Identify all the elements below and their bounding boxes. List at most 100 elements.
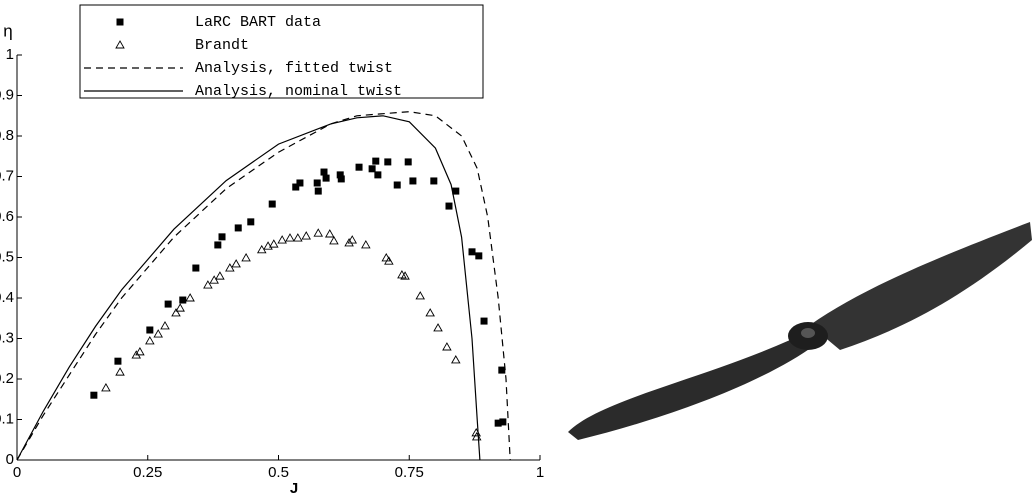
data-point (146, 326, 154, 334)
data-point (135, 346, 145, 356)
data-point (400, 271, 410, 280)
legend-symbol (115, 40, 125, 49)
data-point (404, 158, 412, 166)
data-point (451, 355, 461, 364)
data-point (101, 383, 111, 392)
data-point (494, 419, 502, 427)
data-point (285, 233, 295, 242)
y-tick-label: 0.8 (0, 127, 14, 144)
data-point (337, 175, 345, 183)
data-point (164, 300, 172, 308)
data-point (241, 252, 251, 262)
data-point (114, 357, 122, 365)
data-point (90, 391, 98, 399)
y-tick-label: 1 (6, 46, 14, 63)
data-point (296, 179, 304, 187)
data-point (336, 171, 344, 179)
data-point (393, 181, 401, 189)
data-point (445, 202, 453, 210)
data-point (409, 177, 417, 185)
data-point (203, 280, 213, 289)
legend-label: Analysis, fitted twist (195, 60, 393, 77)
data-point (368, 165, 376, 173)
data-point (468, 248, 476, 256)
data-point (192, 264, 200, 272)
blade-left (568, 330, 815, 440)
data-point (115, 367, 125, 376)
series-line (16, 115, 481, 461)
data-point (344, 238, 354, 247)
x-axis-label: J (290, 480, 298, 497)
x-tick-label: 0.75 (395, 464, 424, 481)
data-point (372, 157, 380, 165)
y-tick-label: 0.6 (0, 208, 14, 225)
x-tick-label: 1 (536, 464, 544, 481)
data-point (247, 218, 255, 226)
data-point (179, 296, 187, 304)
data-point (471, 427, 481, 437)
propeller-photo (568, 222, 1032, 440)
legend-label: Analysis, nominal twist (195, 83, 402, 100)
data-point (313, 228, 324, 237)
y-tick-label: 0.3 (0, 329, 14, 346)
data-point (145, 336, 155, 345)
data-point (442, 342, 452, 351)
data-point (384, 256, 394, 265)
legend-symbol (116, 18, 124, 26)
y-tick-label: 0.1 (0, 410, 14, 427)
data-point (320, 168, 328, 176)
data-point (324, 229, 335, 238)
x-tick-label: 0.25 (133, 464, 162, 481)
y-tick-label: 0.7 (0, 167, 14, 184)
y-tick-label: 0.4 (0, 289, 14, 306)
data-point (218, 233, 226, 241)
y-axis-label: η (3, 21, 12, 40)
legend-label: Brandt (195, 37, 249, 54)
y-tick-label: 0.9 (0, 86, 14, 103)
data-point (215, 271, 225, 280)
data-point (415, 291, 426, 300)
data-point (433, 323, 443, 332)
data-point (269, 239, 279, 248)
data-point (329, 235, 339, 245)
data-point (374, 171, 382, 179)
data-point (361, 240, 371, 249)
data-point (214, 241, 222, 249)
y-tick-label: 0.2 (0, 370, 14, 387)
data-point (301, 231, 311, 240)
data-point (268, 200, 276, 208)
data-point (499, 418, 507, 426)
data-point (234, 224, 242, 232)
data-point (313, 179, 321, 187)
blade-right (810, 222, 1032, 350)
legend-box (79, 4, 484, 99)
hub-hole (801, 328, 815, 338)
data-point (175, 303, 185, 312)
data-point (425, 308, 435, 317)
data-point (347, 235, 358, 244)
y-tick-label: 0.5 (0, 248, 14, 265)
data-point (430, 177, 438, 185)
data-point (498, 366, 506, 374)
data-point (160, 321, 170, 330)
data-point (292, 183, 300, 191)
legend-label: LaRC BART data (195, 14, 321, 31)
y-tick-label: 0 (6, 451, 14, 468)
data-point (209, 275, 219, 284)
data-point (480, 317, 488, 325)
data-point (153, 329, 163, 338)
series-line (16, 111, 511, 461)
data-point (293, 233, 303, 242)
data-point (384, 158, 392, 166)
data-point (314, 187, 322, 195)
data-point (322, 174, 330, 182)
data-point (225, 263, 235, 272)
data-point (277, 235, 287, 244)
x-tick-label: 0.5 (268, 464, 289, 481)
data-point (263, 241, 273, 250)
data-point (231, 259, 241, 268)
x-tick-label: 0 (13, 464, 21, 481)
data-point (355, 163, 363, 171)
data-point (475, 252, 483, 260)
